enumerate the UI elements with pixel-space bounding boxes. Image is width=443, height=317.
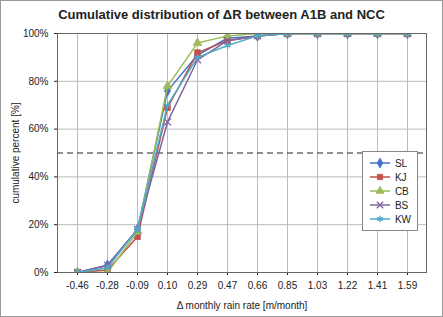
svg-text:0%: 0% xyxy=(34,267,49,278)
html-text:BS: BS xyxy=(394,199,409,211)
svg-text:cumulative percent [%]: cumulative percent [%] xyxy=(10,102,21,203)
svg-text:0.10: 0.10 xyxy=(158,280,178,291)
svg-text:1.03: 1.03 xyxy=(308,280,328,291)
svg-text:-0.46: -0.46 xyxy=(66,280,89,291)
svg-text:1.22: 1.22 xyxy=(338,280,358,291)
svg-text:-0.09: -0.09 xyxy=(126,280,149,291)
svg-text:0.47: 0.47 xyxy=(218,280,238,291)
svg-text:100%: 100% xyxy=(23,28,49,39)
svg-text:1.41: 1.41 xyxy=(368,280,388,291)
svg-text:-0.28: -0.28 xyxy=(96,280,119,291)
svg-text:1.59: 1.59 xyxy=(398,280,418,291)
html-text:KJ: KJ xyxy=(394,171,407,183)
svg-text:0.66: 0.66 xyxy=(248,280,268,291)
svg-text:80%: 80% xyxy=(28,76,48,87)
html-text:Cumulative distribution of ΔR: Cumulative distribution of ΔR between A1… xyxy=(58,7,385,22)
svg-text:0.85: 0.85 xyxy=(278,280,298,291)
svg-text:60%: 60% xyxy=(28,123,48,134)
html-text:CB: CB xyxy=(394,185,409,197)
svg-text:0.29: 0.29 xyxy=(188,280,208,291)
html-text:KW: KW xyxy=(394,213,411,225)
svg-text:Δ monthly rain rate [m/month]: Δ monthly rain rate [m/month] xyxy=(177,300,308,311)
html-text:SL: SL xyxy=(394,157,408,169)
svg-text:20%: 20% xyxy=(28,219,48,230)
svg-text:40%: 40% xyxy=(28,171,48,182)
